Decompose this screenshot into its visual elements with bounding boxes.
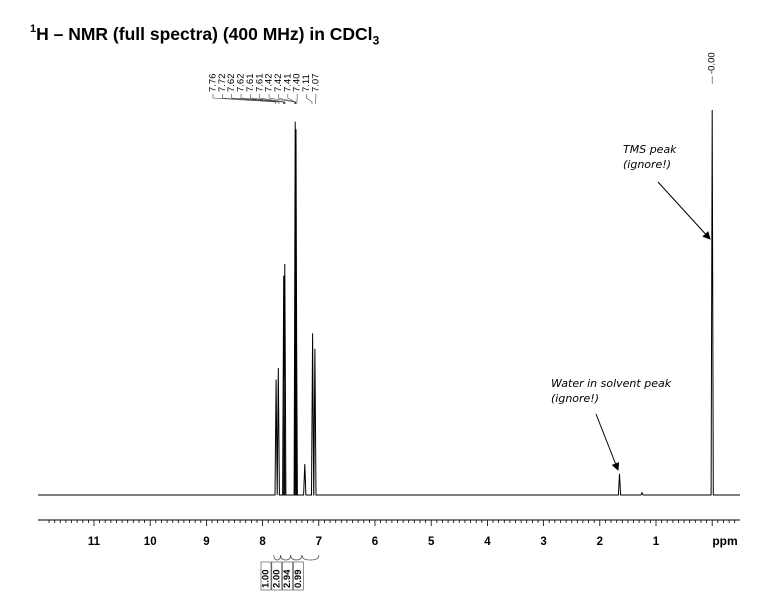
peak-label-connector	[268, 94, 295, 104]
integral-box	[282, 561, 293, 591]
x-tick-label: 5	[428, 536, 435, 548]
integral-box	[293, 561, 304, 591]
integrals-group: 1.00 2.00 2.94 0.99	[260, 554, 320, 591]
peak-label: 7.72	[217, 74, 228, 93]
peak-label: 7.11	[301, 74, 312, 92]
integral-value: 2.00	[271, 570, 282, 589]
spectrum-trace	[38, 109, 740, 496]
peak-label: 7.42	[264, 74, 275, 93]
integral-bracket	[301, 554, 320, 561]
peak-label-connector	[250, 94, 285, 104]
x-tick-label: 4	[484, 536, 491, 548]
peak-label-connector	[231, 94, 284, 104]
annotations-group: TMS peak (ignore!) Water in solvent peak (i…	[551, 143, 711, 471]
peak-label-connector	[212, 94, 276, 104]
peak-label: 7.62	[226, 74, 237, 93]
integral-bracket	[273, 554, 281, 561]
peak-label: 7.41	[282, 74, 293, 93]
integral-value: 1.00	[261, 570, 272, 589]
peak-label: 7.61	[245, 74, 256, 93]
peak-label: 7.61	[254, 74, 265, 93]
water-annotation-text: (ignore!)	[551, 392, 599, 405]
chart-title: 1H – NMR (full spectra) (400 MHz) in CDC…	[30, 23, 380, 48]
x-tick-label: 1	[653, 536, 660, 548]
peak-label-connector	[306, 94, 313, 104]
peak-label-connector	[278, 94, 297, 104]
x-tick-label: 2	[597, 536, 603, 548]
integral-box	[260, 561, 272, 591]
integral-bracket	[290, 554, 303, 561]
x-tick-label: 6	[372, 536, 378, 548]
tms-annotation-text: TMS peak	[623, 143, 677, 156]
tms-peak-label: -0.00	[707, 52, 718, 74]
x-tick-label: 9	[203, 536, 209, 548]
peak-label-connector	[259, 94, 286, 104]
integral-value: 0.99	[293, 570, 304, 589]
x-tick-label: 7	[316, 536, 322, 548]
peak-labels-group: 7.767.727.627.627.617.617.427.427.417.40…	[208, 74, 321, 104]
peak-label: 7.40	[292, 74, 303, 93]
peak-label-connector	[287, 94, 296, 104]
tms-annotation-text: (ignore!)	[623, 158, 671, 171]
peak-label: 7.07	[310, 74, 321, 93]
peak-label: 7.62	[236, 74, 247, 92]
peak-label: 7.42	[273, 74, 284, 93]
x-axis-group: 11 10 9 8 7 6 5 4 3 2 1 ppm	[38, 519, 740, 548]
peak-label: 7.76	[208, 74, 219, 93]
integral-bracket	[280, 554, 292, 561]
water-annotation-text: Water in solvent peak	[551, 377, 672, 390]
tms-annotation-arrow	[657, 181, 711, 240]
title-main: H – NMR (full spectra) (400 MHz) in CDCl	[36, 24, 373, 44]
integral-box	[271, 561, 283, 591]
x-tick-label: 10	[144, 536, 157, 548]
peak-label-connector	[222, 94, 280, 104]
tms-label-group: -0.00	[707, 52, 718, 84]
title-subscript: 3	[372, 33, 380, 48]
x-tick-label: 11	[88, 536, 101, 548]
x-tick-label: 8	[259, 536, 266, 548]
title-superscript: 1	[30, 23, 37, 36]
integral-value: 2.94	[282, 569, 293, 588]
peak-label-connector	[240, 94, 285, 104]
water-annotation-arrow	[595, 413, 620, 471]
x-tick-label: 3	[540, 536, 546, 548]
x-axis-label: ppm	[712, 534, 737, 548]
